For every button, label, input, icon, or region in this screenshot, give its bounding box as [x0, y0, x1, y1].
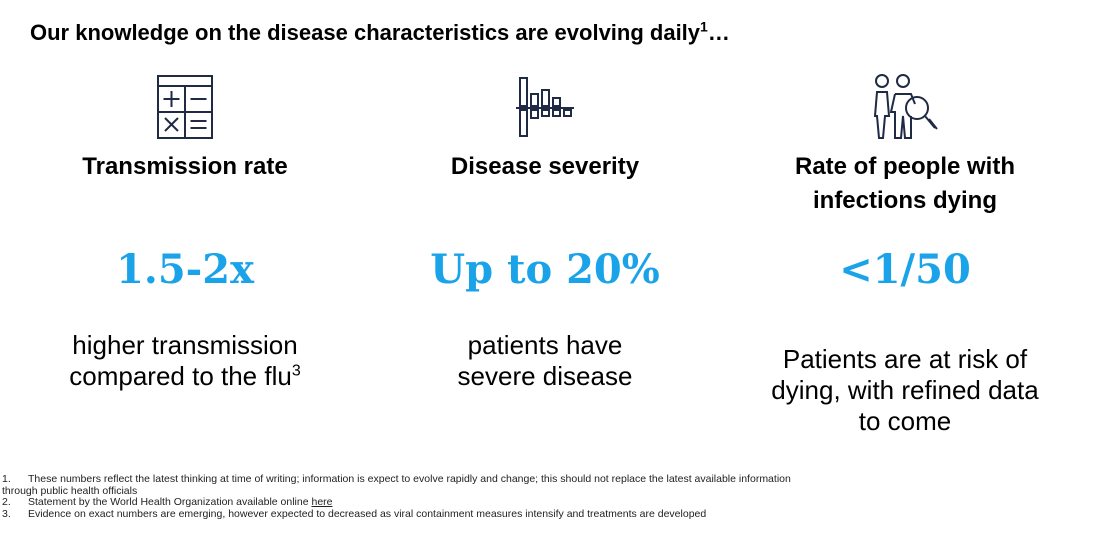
footnote-2: 2. Statement by the World Health Organiza…: [2, 496, 1072, 509]
metric-title: Disease severity: [450, 153, 640, 180]
footnote-text: These numbers reflect the latest thinkin…: [28, 473, 791, 485]
desc-line: severe disease: [457, 361, 633, 391]
bar-chart-icon: [380, 72, 710, 150]
desc-line-text: compared to the flu: [69, 361, 292, 391]
desc-line: to come: [858, 406, 952, 436]
desc-line: dying, with refined data: [771, 375, 1039, 405]
metric-severity: Disease severity Up to 20% patients have…: [380, 72, 710, 391]
people-search-icon: [740, 72, 1070, 150]
metric-title: Rate of people with infections dying: [740, 150, 1070, 220]
footnotes: 1. These numbers reflect the latest think…: [2, 473, 1072, 521]
footnote-number: 2.: [2, 496, 11, 508]
desc-line: patients have: [467, 330, 623, 360]
metric-description: Patients are at risk of dying, with refi…: [740, 344, 1070, 437]
footnote-3: 3. Evidence on exact numbers are emerging…: [2, 507, 1072, 521]
footnote-text: Statement by the World Health Organizati…: [28, 496, 312, 508]
calculator-icon: [20, 72, 350, 150]
footnote-link-here[interactable]: here: [311, 496, 333, 508]
footnote-text: Evidence on exact numbers are emerging, …: [28, 507, 707, 520]
title-ellipsis: …: [707, 20, 730, 45]
desc-line: Patients are at risk of: [782, 344, 1028, 374]
metric-value: Up to 20%: [430, 246, 660, 293]
metric-title-line: Rate of people with: [794, 153, 1015, 180]
desc-line: compared to the flu3: [20, 361, 350, 392]
footnote-1: 1. These numbers reflect the latest think…: [2, 473, 1072, 497]
footnote-text-continued: through public health officials: [2, 484, 138, 497]
footnote-ref: 3: [291, 362, 301, 380]
footnote-number: 3.: [2, 507, 11, 520]
page-title: Our knowledge on the disease characteris…: [30, 20, 730, 46]
metric-title: Transmission rate: [82, 153, 288, 180]
metric-value: <1/50: [839, 246, 971, 293]
metric-transmission: Transmission rate 1.5-2x higher transmis…: [20, 72, 350, 391]
title-footnote-ref: 1: [700, 18, 708, 35]
metric-description: higher transmission compared to the flu3: [20, 330, 350, 392]
footnote-number: 1.: [2, 473, 11, 485]
metric-value: 1.5-2x: [116, 246, 254, 293]
desc-line: higher transmission: [72, 330, 298, 360]
metric-title-line: infections dying: [812, 187, 997, 214]
page-title-text: Our knowledge on the disease characteris…: [30, 20, 701, 45]
metric-description: patients have severe disease: [380, 330, 710, 392]
metric-mortality: Rate of people with infections dying <1/…: [740, 72, 1070, 436]
